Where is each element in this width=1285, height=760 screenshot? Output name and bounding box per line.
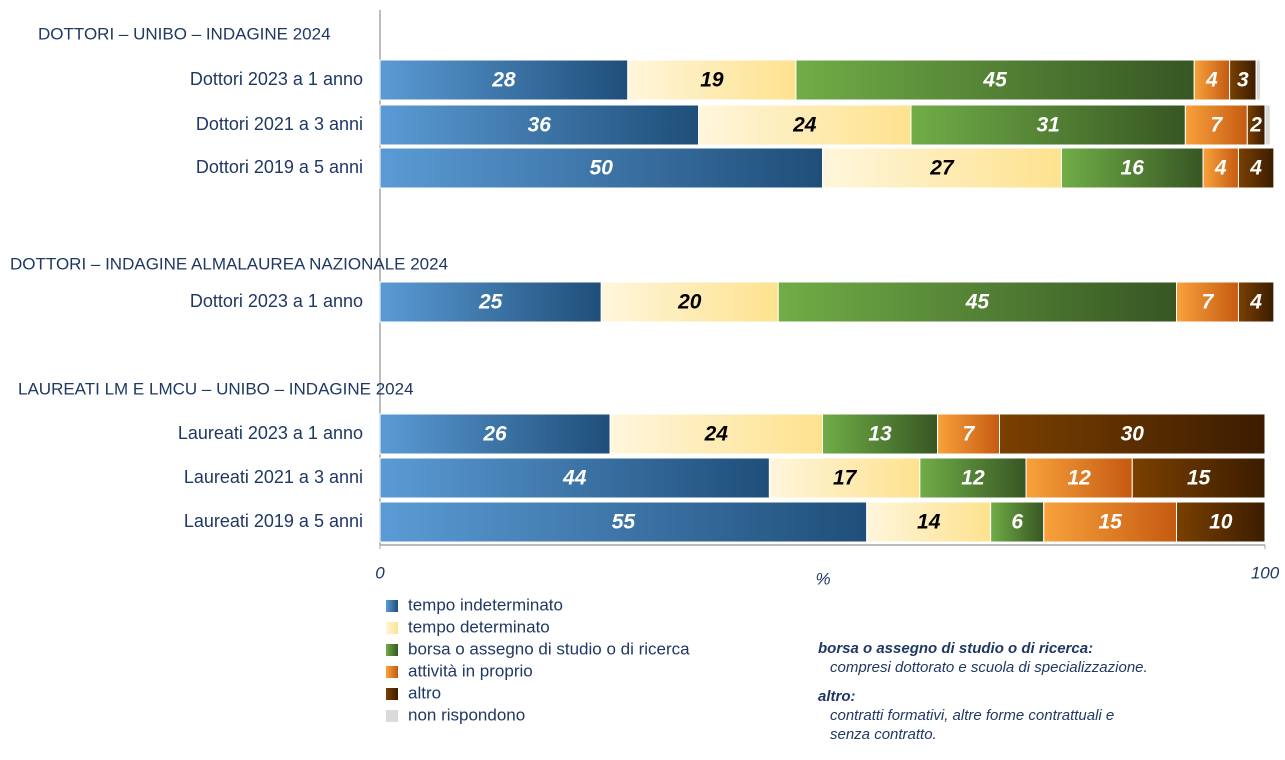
category-label: Laureati 2021 a 3 anni bbox=[184, 467, 363, 487]
data-label: 55 bbox=[612, 511, 636, 534]
legend-swatch bbox=[386, 688, 398, 700]
category-label: Laureati 2023 a 1 anno bbox=[178, 423, 363, 443]
category-label: Dottori 2019 a 5 anni bbox=[196, 157, 363, 177]
note-line: senza contratto. bbox=[830, 726, 937, 743]
legend-label: borsa o assegno di studio o di ricerca bbox=[408, 639, 690, 658]
bar-segment bbox=[379, 59, 629, 101]
data-label: 27 bbox=[929, 157, 955, 180]
x-axis-label: % bbox=[815, 569, 830, 588]
data-label: 17 bbox=[833, 467, 858, 490]
data-label: 6 bbox=[1011, 511, 1023, 534]
bar-segment bbox=[1264, 104, 1271, 146]
bar-segment bbox=[600, 281, 779, 323]
legend-swatch bbox=[386, 644, 398, 656]
data-label: 15 bbox=[1187, 467, 1211, 490]
data-label: 45 bbox=[982, 69, 1007, 92]
data-label: 4 bbox=[1249, 291, 1262, 314]
data-label: 25 bbox=[478, 291, 503, 314]
legend-label: tempo indeterminato bbox=[408, 595, 563, 614]
legend-swatch bbox=[386, 710, 398, 722]
note-title: borsa o assegno di studio o di ricerca: bbox=[818, 640, 1093, 657]
note-line: compresi dottorato e scuola di specializ… bbox=[830, 659, 1148, 676]
bar-segment bbox=[1060, 147, 1204, 189]
data-label: 14 bbox=[917, 511, 941, 534]
data-label: 44 bbox=[562, 467, 587, 490]
bar-segment bbox=[1025, 457, 1133, 499]
group-title: LAUREATI LM E LMCU – UNIBO – INDAGINE 20… bbox=[18, 379, 414, 398]
bar-segment bbox=[777, 281, 1177, 323]
bar-segment bbox=[609, 413, 823, 455]
bar-segment bbox=[990, 501, 1045, 543]
group-title: DOTTORI – INDAGINE ALMALAUREA NAZIONALE … bbox=[10, 254, 448, 273]
bar-segment bbox=[1176, 501, 1266, 543]
data-label: 24 bbox=[704, 423, 729, 446]
category-label: Laureati 2019 a 5 anni bbox=[184, 511, 363, 531]
data-label: 19 bbox=[700, 69, 724, 92]
bar-segment bbox=[1237, 281, 1275, 323]
data-label: 12 bbox=[1067, 467, 1091, 490]
category-label: Dottori 2023 a 1 anno bbox=[190, 291, 363, 311]
bar-segment bbox=[379, 457, 770, 499]
data-label: 7 bbox=[963, 423, 976, 446]
data-label: 7 bbox=[1202, 291, 1215, 314]
bar-segment bbox=[937, 413, 1000, 455]
group-title: DOTTORI – UNIBO – INDAGINE 2024 bbox=[38, 24, 331, 43]
legend-label: attività in proprio bbox=[408, 661, 533, 680]
note-title: altro: bbox=[818, 688, 856, 705]
x-tick-label: 0 bbox=[375, 563, 385, 582]
data-label: 31 bbox=[1036, 114, 1059, 137]
bar-segment bbox=[379, 413, 611, 455]
bar-segment bbox=[1202, 147, 1239, 189]
data-label: 4 bbox=[1249, 157, 1262, 180]
legend-label: altro bbox=[408, 683, 441, 702]
bar-segment bbox=[379, 104, 700, 146]
legend-label: tempo determinato bbox=[408, 617, 550, 636]
bar-segment bbox=[1193, 59, 1231, 101]
data-label: 28 bbox=[491, 69, 516, 92]
bar-segment bbox=[1255, 59, 1262, 101]
bar-segment bbox=[1131, 457, 1266, 499]
data-label: 16 bbox=[1121, 157, 1145, 180]
bar-segment bbox=[627, 59, 797, 101]
bar-segment bbox=[822, 147, 1062, 189]
note-line: contratti formativi, altre forme contrat… bbox=[830, 707, 1114, 724]
data-label: 10 bbox=[1209, 511, 1233, 534]
data-label: 13 bbox=[868, 423, 892, 446]
bar-segment bbox=[999, 413, 1266, 455]
legend-swatch bbox=[386, 622, 398, 634]
bar-segment bbox=[1184, 104, 1248, 146]
bar-segment bbox=[768, 457, 921, 499]
data-label: 50 bbox=[590, 157, 614, 180]
data-label: 4 bbox=[1205, 69, 1218, 92]
legend-label: non rispondono bbox=[408, 705, 525, 724]
legend-swatch bbox=[386, 666, 398, 678]
data-label: 20 bbox=[677, 291, 702, 314]
bar-segment bbox=[795, 59, 1195, 101]
bar-segment bbox=[1237, 147, 1275, 189]
data-label: 2 bbox=[1249, 114, 1262, 137]
data-label: 45 bbox=[965, 291, 990, 314]
data-label: 24 bbox=[792, 114, 817, 137]
data-label: 4 bbox=[1214, 157, 1227, 180]
category-label: Dottori 2021 a 3 anni bbox=[196, 114, 363, 134]
bar-segment bbox=[822, 413, 939, 455]
data-label: 12 bbox=[961, 467, 985, 490]
bar-segment bbox=[1043, 501, 1177, 543]
data-label: 36 bbox=[528, 114, 552, 137]
bar-segment bbox=[379, 281, 602, 323]
data-label: 26 bbox=[482, 423, 507, 446]
category-label: Dottori 2023 a 1 anno bbox=[190, 69, 363, 89]
legend-swatch bbox=[386, 600, 398, 612]
data-label: 3 bbox=[1237, 69, 1249, 92]
data-label: 15 bbox=[1098, 511, 1122, 534]
x-tick-label: 100 bbox=[1251, 563, 1280, 582]
data-label: 30 bbox=[1121, 423, 1145, 446]
bar-segment bbox=[379, 501, 868, 543]
data-label: 7 bbox=[1210, 114, 1223, 137]
